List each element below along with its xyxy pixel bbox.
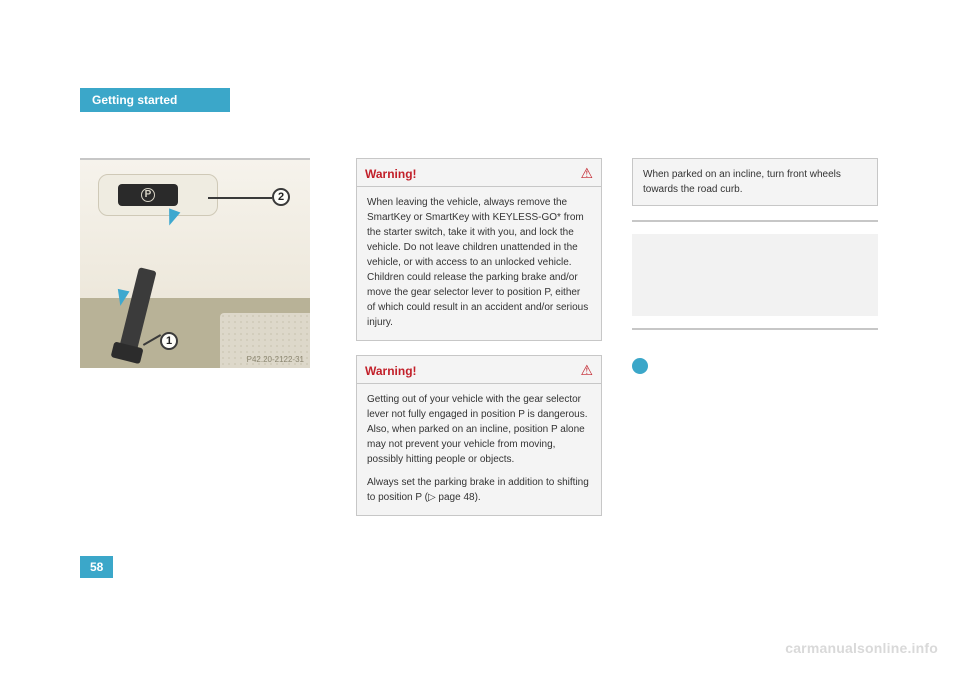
content-columns: P 2 1 P42.20-2122-31 Warning! ⚠ [80,158,880,530]
parking-brake-switch: P [118,184,178,206]
column-3: When parked on an incline, turn front wh… [632,158,878,530]
parking-brake-illustration: P 2 1 P42.20-2122-31 [80,158,310,368]
horizontal-rule [632,328,878,330]
column-1: P 2 1 P42.20-2122-31 [80,158,326,530]
warning-title: Warning! [365,167,417,181]
spacer [632,342,878,358]
warning-body: When leaving the vehicle, always remove … [357,187,601,340]
note-text: When parked on an incline, turn front wh… [643,169,841,195]
callout-number-2: 2 [272,188,290,206]
section-tab: Getting started [80,88,230,112]
parking-brake-symbol: P [141,188,155,202]
horizontal-rule [632,220,878,222]
page-number: 58 [90,560,103,574]
callout-number-1: 1 [160,332,178,350]
info-dot-icon [632,358,648,374]
illustration-part-number: P42.20-2122-31 [247,355,304,364]
warning-box-2: Warning! ⚠ Getting out of your vehicle w… [356,355,602,516]
manual-page: Getting started P 2 1 P42.20-2122-31 [80,88,880,578]
warning-text: Always set the parking brake in addition… [367,475,591,505]
warning-box-1: Warning! ⚠ When leaving the vehicle, alw… [356,158,602,341]
warning-body: Getting out of your vehicle with the gea… [357,384,601,515]
column-2: Warning! ⚠ When leaving the vehicle, alw… [356,158,602,530]
warning-text: Getting out of your vehicle with the gea… [367,392,591,467]
warning-header: Warning! ⚠ [357,159,601,187]
content-placeholder-block [632,234,878,316]
watermark-text: carmanualsonline.info [785,640,938,656]
warning-triangle-icon: ⚠ [580,165,593,182]
section-tab-label: Getting started [92,93,177,107]
warning-title: Warning! [365,364,417,378]
note-box: When parked on an incline, turn front wh… [632,158,878,206]
warning-header: Warning! ⚠ [357,356,601,384]
warning-text: When leaving the vehicle, always remove … [367,195,591,330]
page-number-badge: 58 [80,556,113,578]
warning-triangle-icon: ⚠ [580,362,593,379]
callout-leader-line [208,197,272,199]
